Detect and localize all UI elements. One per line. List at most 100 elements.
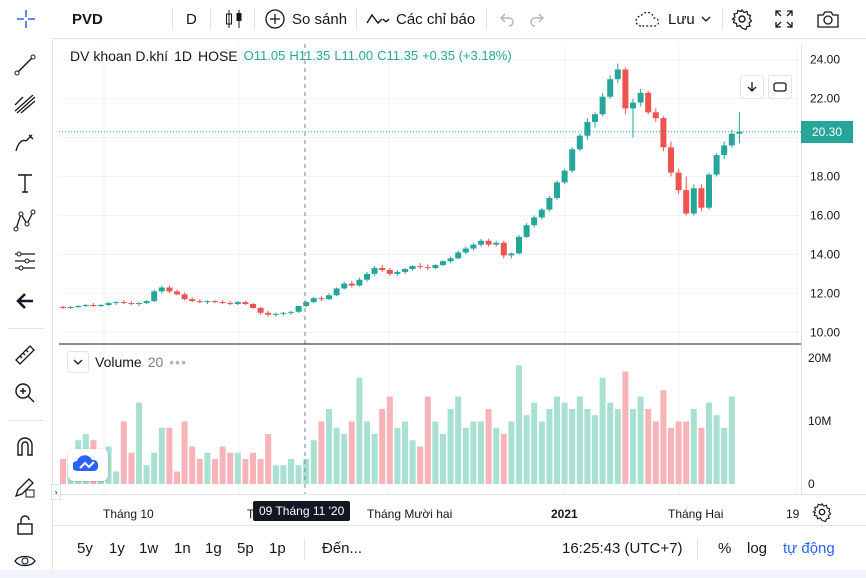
volume-axis-label: 20M [808, 351, 832, 365]
text-icon[interactable] [10, 168, 40, 198]
toolbar-collapse-arrow[interactable]: › [51, 484, 61, 500]
pencil-lock-icon[interactable] [10, 472, 40, 502]
drawing-toolbar [0, 38, 53, 578]
symbol-legend[interactable]: DV khoan D.khí 1D HOSE O11.05 H11.35 L11… [70, 48, 512, 64]
candle-body [531, 217, 538, 226]
fullscreen-icon[interactable] [774, 0, 794, 38]
clock[interactable]: 16:25:43 (UTC+7) [562, 540, 683, 557]
candle-body [60, 306, 66, 308]
range-5y[interactable]: 5y [77, 540, 93, 557]
candle-body [417, 266, 424, 268]
log-scale-toggle[interactable]: log [747, 540, 768, 557]
ruler-icon[interactable] [10, 340, 40, 370]
trend-line-icon[interactable] [10, 50, 40, 80]
fib-retracement-icon[interactable] [10, 88, 40, 118]
volume-bar [493, 427, 500, 484]
candle-body [592, 114, 598, 123]
price-axis-label: 22.00 [810, 92, 840, 106]
volume-period: 20 [147, 354, 164, 370]
range-1n[interactable]: 1n [174, 540, 191, 557]
candle-body [280, 312, 287, 314]
candle-body [728, 133, 735, 146]
divider [8, 328, 44, 329]
candle-body [303, 302, 310, 306]
price-chart[interactable] [59, 44, 801, 494]
volume-bar [424, 396, 431, 484]
candle-body [554, 182, 560, 198]
volume-bar [303, 459, 310, 484]
candle-body [508, 253, 515, 256]
range-1y[interactable]: 1y [109, 540, 125, 557]
time-axis[interactable] [52, 494, 866, 526]
volume-bar [607, 402, 614, 484]
candle-body [455, 252, 462, 259]
compare-button[interactable]: So sánh [264, 0, 347, 38]
range-1g[interactable]: 1g [205, 540, 222, 557]
candle-body [333, 288, 340, 296]
more-icon[interactable]: ••• [169, 354, 187, 370]
add-circle-icon [265, 9, 285, 29]
volume-legend[interactable]: Volume 20 ••• [67, 351, 187, 373]
range-1p[interactable]: 1p [269, 540, 286, 557]
volume-bar [660, 390, 667, 484]
crosshair-icon[interactable] [10, 0, 42, 38]
interval-button[interactable]: D [186, 10, 197, 28]
range-1w[interactable]: 1w [139, 540, 159, 557]
candle-body [561, 170, 568, 183]
percent-scale-toggle[interactable]: % [718, 540, 732, 557]
undo-icon[interactable] [498, 0, 516, 38]
divider [722, 8, 723, 30]
volume-series [60, 365, 735, 484]
volume-bar [561, 402, 568, 484]
divider [8, 420, 44, 421]
redo-icon[interactable] [528, 0, 546, 38]
forecast-icon[interactable] [10, 246, 40, 276]
candle-body [630, 102, 636, 109]
candle-body [310, 298, 317, 303]
indicators-button[interactable]: Các chỉ báo [366, 0, 475, 38]
candles-icon[interactable] [224, 0, 244, 38]
candle-body [204, 301, 211, 303]
magnet-icon[interactable] [10, 432, 40, 462]
candle-body [257, 307, 264, 313]
range-5p[interactable]: 5p [237, 540, 254, 557]
arrow-left-icon[interactable] [10, 286, 40, 316]
arrow-down-icon [747, 82, 757, 92]
eye-icon[interactable] [10, 546, 40, 576]
candle-body [652, 112, 659, 119]
divider [210, 8, 211, 30]
scroll-to-latest-button[interactable] [740, 75, 764, 99]
volume-bar [250, 452, 256, 484]
page-scrollbar[interactable] [0, 570, 866, 578]
goto-date-button[interactable]: Đến... [322, 540, 363, 557]
pattern-icon[interactable] [10, 206, 40, 236]
lock-icon[interactable] [10, 510, 40, 540]
candle-body [326, 295, 332, 300]
volume-bar [402, 421, 408, 484]
candle-body [713, 155, 720, 175]
candle-body [379, 268, 386, 270]
tradingview-logo[interactable] [68, 449, 108, 481]
collapse-button[interactable] [67, 351, 89, 373]
symbol-search[interactable]: PVD [72, 10, 103, 28]
camera-icon[interactable] [816, 0, 840, 38]
time-axis-label-hidden: T [247, 507, 255, 521]
candle-body [485, 240, 492, 245]
chart-reset-button[interactable] [768, 75, 792, 99]
save-button[interactable]: Lưu [634, 0, 711, 38]
time-axis-label: 2021 [551, 507, 578, 521]
auto-scale-toggle[interactable]: tự động [783, 540, 835, 557]
volume-bar [683, 421, 690, 484]
brush-icon[interactable] [10, 128, 40, 158]
candle-body [523, 225, 530, 237]
volume-bar [379, 409, 386, 484]
candle-body [736, 131, 743, 134]
gear-icon[interactable] [731, 0, 753, 38]
volume-bar [478, 421, 484, 484]
volume-bar [295, 465, 302, 484]
zoom-in-icon[interactable] [10, 378, 40, 408]
volume-bar [204, 452, 211, 484]
gear-icon[interactable] [812, 502, 832, 527]
candle-body [151, 291, 158, 302]
